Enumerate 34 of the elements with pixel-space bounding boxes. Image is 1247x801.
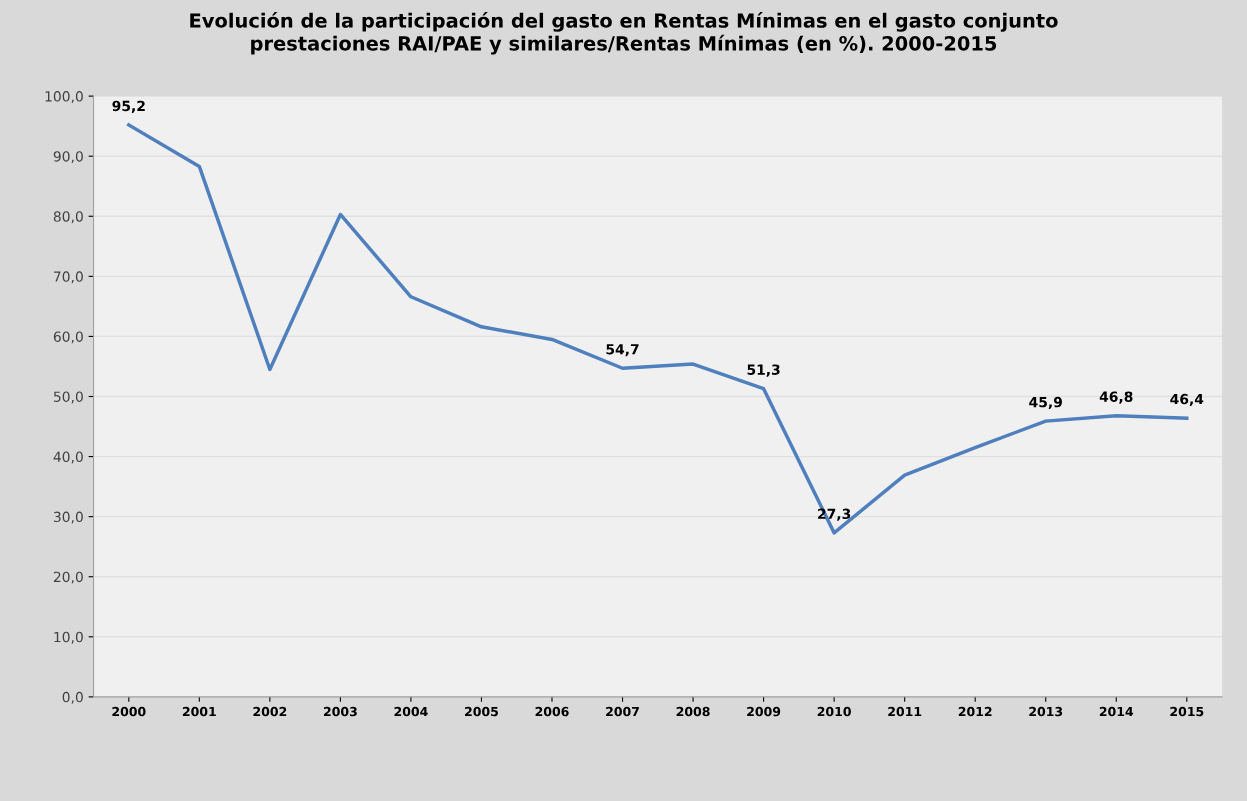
- x-tick-label: 2012: [958, 706, 992, 717]
- x-tick-label: 2005: [465, 706, 498, 717]
- x-tick-label: 2003: [323, 706, 357, 717]
- data-label: 95,2: [112, 100, 145, 113]
- y-tick-label: 30,0: [53, 511, 83, 524]
- y-tick-label: 40,0: [53, 451, 83, 464]
- x-tick-label: 2004: [394, 706, 428, 717]
- data-label: 51,3: [747, 364, 780, 377]
- x-tick-label: 2008: [676, 706, 710, 717]
- x-tick-label: 2011: [888, 706, 922, 717]
- y-tick-label: 60,0: [53, 331, 83, 344]
- x-tick-label: 2014: [1099, 706, 1134, 717]
- x-tick-label: 2013: [1029, 706, 1063, 717]
- x-tick-label: 2009: [747, 706, 781, 717]
- x-tick-label: 2010: [817, 706, 851, 717]
- y-tick-label: 90,0: [53, 151, 83, 164]
- x-tick-label: 2006: [535, 706, 569, 717]
- y-tick-label: 100,0: [45, 91, 83, 104]
- y-tick-label: 70,0: [54, 271, 83, 284]
- chart-title: Evolución de la participación del gasto en Rentas Mínimas en el gasto conjunto prestaciones RAI/PAE y similares/Rentas Mínimas (en %). 2000-2015: [190, 12, 1058, 55]
- y-tick-label: 20,0: [53, 571, 83, 584]
- y-tick-label: 80,0: [53, 211, 83, 224]
- y-tick-label: 0,0: [62, 691, 83, 704]
- x-tick-label: 2002: [253, 706, 287, 717]
- data-label: 46,8: [1099, 391, 1133, 404]
- x-tick-label: 2000: [112, 706, 146, 717]
- y-tick-label: 10,0: [54, 631, 83, 644]
- x-tick-label: 2015: [1170, 706, 1204, 717]
- data-label: 45,9: [1029, 396, 1062, 410]
- x-tick-label: 2001: [182, 706, 216, 717]
- data-label: 54,7: [606, 344, 639, 357]
- y-tick-label: 50,0: [53, 391, 83, 404]
- x-tick-label: 2007: [606, 706, 639, 717]
- data-label: 46,4: [1170, 393, 1204, 407]
